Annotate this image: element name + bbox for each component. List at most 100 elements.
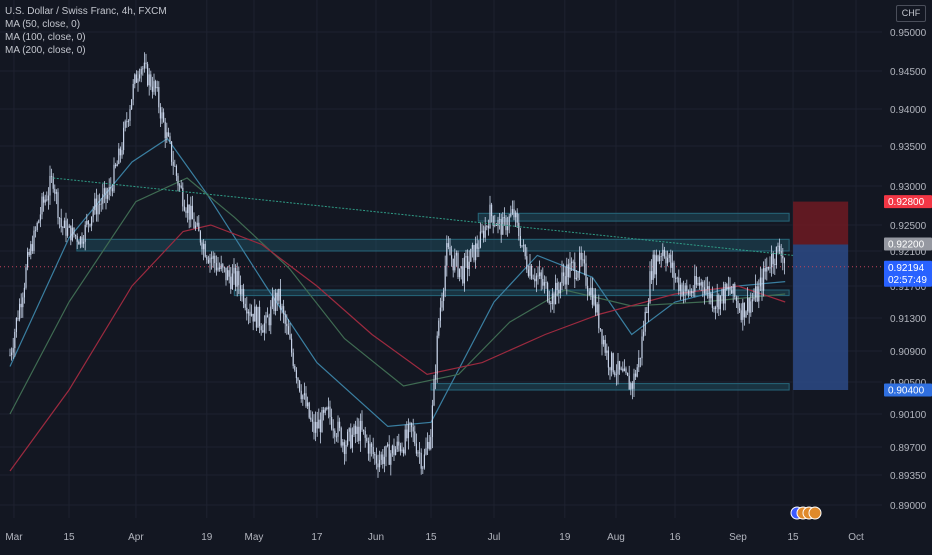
- candle-body-107: [180, 185, 182, 188]
- candle-body-411: [667, 257, 669, 264]
- candle-body-311: [507, 226, 509, 231]
- candle-body-320: [521, 245, 523, 247]
- candle-body-33: [62, 227, 64, 228]
- candle-body-326: [531, 265, 533, 279]
- candle-body-422: [684, 285, 686, 292]
- take-profit-box: [793, 244, 849, 390]
- candle-body-410: [665, 256, 667, 264]
- candle-body-262: [428, 441, 430, 450]
- candle-body-459: [743, 302, 745, 318]
- candle-body-221: [363, 429, 365, 431]
- candle-body-81: [139, 74, 141, 79]
- candle-body-71: [123, 127, 125, 151]
- candle-body-96: [163, 112, 165, 122]
- candle-body-431: [699, 283, 701, 286]
- candle-body-418: [678, 277, 680, 291]
- candle-body-442: [716, 295, 718, 308]
- candle-body-407: [660, 255, 662, 257]
- candle-body-375: [609, 367, 611, 371]
- candle-body-16: [35, 229, 37, 231]
- candle-body-175: [289, 334, 291, 339]
- candle-body-190: [313, 421, 315, 433]
- candle-body-228: [374, 453, 376, 456]
- candle-body-412: [668, 254, 670, 258]
- candle-body-468: [758, 286, 760, 302]
- candle-body-368: [598, 304, 600, 329]
- symbol-title[interactable]: U.S. Dollar / Swiss Franc, 4h, FXCM: [5, 6, 167, 17]
- candle-body-48: [86, 220, 88, 225]
- price-badge-target: [884, 383, 932, 397]
- candle-body-258: [422, 467, 424, 469]
- y-tick-label-2: 0.94000: [890, 105, 927, 116]
- candle-body-114: [191, 205, 193, 220]
- candle-body-151: [251, 313, 253, 316]
- candle-body-54: [95, 198, 97, 215]
- candle-body-441: [715, 307, 717, 310]
- ma-line-0: [9, 137, 786, 428]
- candle-body-219: [359, 420, 361, 441]
- candle-body-184: [303, 393, 305, 396]
- candle-body-268: [438, 320, 440, 336]
- candle-body-432: [700, 282, 702, 286]
- candle-body-226: [371, 443, 373, 447]
- candle-body-370: [601, 329, 603, 345]
- candle-body-109: [183, 206, 185, 211]
- candle-body-122: [204, 243, 206, 257]
- candle-body-202: [332, 428, 334, 431]
- candle-body-235: [385, 445, 387, 457]
- candle-body-405: [657, 255, 659, 261]
- candle-body-210: [345, 444, 347, 454]
- candle-body-36: [67, 227, 69, 236]
- candle-body-306: [499, 219, 501, 220]
- candle-body-456: [739, 308, 741, 311]
- candle-body-189: [311, 419, 313, 422]
- indicator-ma50-label[interactable]: MA (50, close, 0): [5, 19, 81, 30]
- candle-body-446: [723, 289, 725, 304]
- candle-body-30: [57, 192, 59, 218]
- candle-body-470: [761, 277, 763, 291]
- candle-body-213: [350, 428, 352, 448]
- candle-body-53: [94, 198, 96, 211]
- candle-body-314: [511, 209, 513, 214]
- candle-body-359: [583, 259, 585, 264]
- candle-body-37: [68, 225, 70, 228]
- currency-button[interactable]: CHF: [896, 5, 926, 22]
- candle-body-61: [107, 194, 109, 199]
- candle-body-198: [326, 408, 328, 410]
- candle-body-404: [655, 255, 657, 275]
- candle-body-397: [644, 311, 646, 332]
- candle-body-369: [599, 328, 601, 330]
- candle-body-208: [342, 442, 344, 446]
- candle-body-17: [36, 222, 38, 230]
- candle-body-245: [401, 449, 403, 452]
- candle-body-393: [638, 357, 640, 368]
- candle-body-164: [271, 297, 273, 307]
- candle-body-123: [206, 256, 208, 260]
- candle-body-331: [539, 272, 541, 277]
- candle-body-363: [590, 287, 592, 296]
- candle-body-278: [454, 255, 456, 271]
- candle-body-232: [380, 454, 382, 460]
- candle-body-146: [243, 288, 245, 304]
- candle-body-35: [65, 220, 67, 236]
- candle-body-220: [361, 420, 363, 430]
- candle-body-399: [647, 302, 649, 313]
- candle-body-302: [492, 216, 494, 226]
- candle-body-137: [228, 270, 230, 277]
- candle-body-387: [628, 375, 630, 390]
- candle-body-288: [470, 248, 472, 262]
- candle-body-400: [649, 271, 651, 303]
- candle-body-126: [211, 257, 213, 259]
- indicator-ma100-label[interactable]: MA (100, close, 0): [5, 32, 86, 43]
- candle-body-142: [236, 271, 238, 287]
- indicator-ma200-label[interactable]: MA (200, close, 0): [5, 45, 86, 56]
- candle-body-162: [268, 317, 270, 326]
- candle-body-466: [755, 286, 757, 298]
- candle-body-290: [473, 245, 475, 261]
- candle-body-111: [187, 204, 189, 213]
- candle-body-38: [70, 225, 72, 241]
- candle-body-464: [751, 299, 753, 302]
- candle-body-428: [694, 276, 696, 292]
